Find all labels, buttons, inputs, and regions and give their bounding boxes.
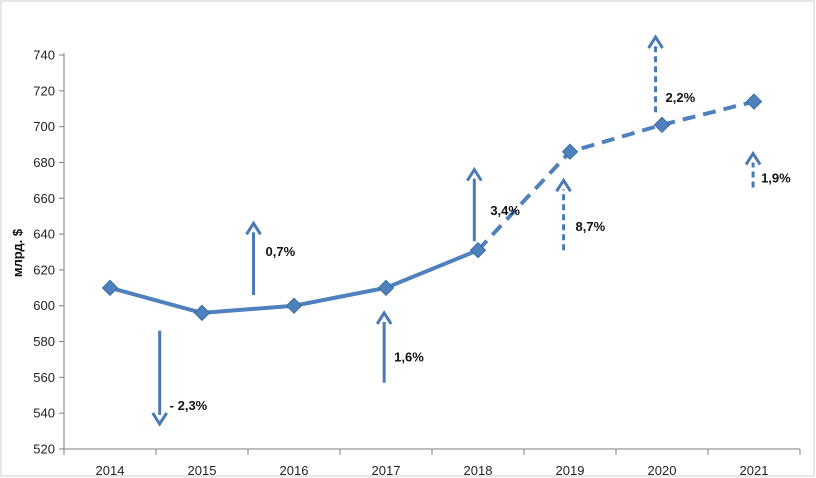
data-point-marker xyxy=(193,304,211,322)
growth-annotation-label: 0,7% xyxy=(266,244,296,259)
y-tick-label: 620 xyxy=(33,262,55,277)
y-tick-label: 700 xyxy=(33,119,55,134)
y-tick-label: 640 xyxy=(33,227,55,242)
x-tick-label: 2016 xyxy=(280,463,309,478)
x-tick-label: 2021 xyxy=(740,463,769,478)
y-axis-label: млрд. $ xyxy=(10,228,25,277)
growth-annotation-label: 8,7% xyxy=(576,219,606,234)
y-tick-label: 600 xyxy=(33,298,55,313)
growth-arrow-head xyxy=(744,150,762,166)
growth-arrow-head xyxy=(375,310,393,325)
x-tick-label: 2014 xyxy=(96,463,125,478)
x-tick-label: 2020 xyxy=(648,463,677,478)
y-tick-label: 540 xyxy=(33,406,55,421)
growth-arrow-head xyxy=(466,166,483,182)
growth-arrow-head xyxy=(245,220,262,236)
data-point-marker xyxy=(377,279,395,297)
y-tick-label: 660 xyxy=(33,191,55,206)
y-tick-label: 520 xyxy=(33,442,55,457)
growth-arrow-head xyxy=(647,34,664,49)
x-tick-label: 2015 xyxy=(188,463,217,478)
data-point-marker xyxy=(101,279,119,297)
data-point-marker xyxy=(469,242,487,259)
data-point-marker xyxy=(653,116,671,134)
y-tick-label: 680 xyxy=(33,155,55,170)
data-point-marker xyxy=(745,93,763,110)
growth-annotation-label: 2,2% xyxy=(666,90,696,105)
x-tick-label: 2019 xyxy=(556,463,585,478)
growth-arrow-head xyxy=(555,177,572,193)
data-point-marker xyxy=(561,143,579,160)
growth-annotation-label: - 2,3% xyxy=(170,398,208,413)
growth-arrow-head xyxy=(151,412,168,427)
y-tick-label: 580 xyxy=(33,334,55,349)
x-tick-label: 2018 xyxy=(464,463,493,478)
growth-annotation-label: 1,6% xyxy=(394,350,424,365)
data-point-marker xyxy=(285,297,303,314)
y-tick-label: 560 xyxy=(33,370,55,385)
series-line-forecast xyxy=(476,99,755,252)
growth-annotation-label: 3,4% xyxy=(490,203,520,218)
x-tick-label: 2017 xyxy=(372,463,401,478)
growth-annotation-label: 1,9% xyxy=(761,171,791,186)
y-tick-label: 720 xyxy=(33,83,55,98)
y-tick-label: 740 xyxy=(33,48,55,63)
